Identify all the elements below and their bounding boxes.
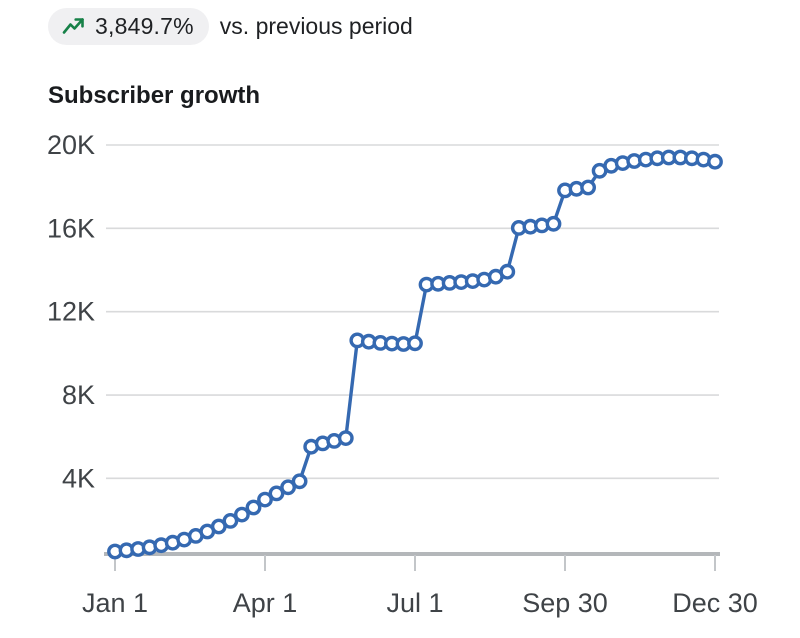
x-axis-label: Sep 30 [522,588,608,618]
comparison-label: vs. previous period [219,13,413,39]
data-point[interactable] [280,479,296,496]
y-axis-label: 12K [47,297,95,327]
trending-up-icon [60,15,87,39]
subscriber-growth-line-chart[interactable]: 4K 8K 12K 16K 20K Jan 1 Apr 1 Jul 1 Sep 30 Dec 30 [0,130,800,638]
data-point[interactable] [337,430,354,446]
data-point[interactable] [580,179,596,196]
y-axis-label: 16K [47,213,95,243]
data-point[interactable] [268,485,285,502]
change-value: 3,849.7% [95,13,194,39]
data-point[interactable] [707,153,723,170]
change-badge: 3,849.7% [48,8,209,45]
x-axis-label: Jul 1 [386,588,443,618]
data-point[interactable] [257,491,273,508]
data-line [113,155,717,554]
data-point[interactable] [407,335,423,352]
chart-title: Subscriber growth [48,82,261,109]
y-axis-label: 4K [62,463,95,493]
y-axis-label: 8K [62,380,95,410]
data-point[interactable] [222,512,239,529]
data-point[interactable] [233,506,250,523]
x-axis-label: Apr 1 [233,588,298,618]
chart-area[interactable]: 4K 8K 12K 16K 20K Jan 1 Apr 1 Jul 1 Sep 30 Dec 30 [0,130,800,638]
change-summary-row: 3,849.7% vs. previous period [48,8,413,45]
y-axis-label: 20K [47,130,95,160]
data-point[interactable] [545,215,562,232]
data-point[interactable] [291,473,308,490]
data-point[interactable] [499,263,516,280]
x-axis-label: Jan 1 [82,588,148,618]
data-point[interactable] [245,499,262,516]
x-axis-label: Dec 30 [672,588,758,618]
